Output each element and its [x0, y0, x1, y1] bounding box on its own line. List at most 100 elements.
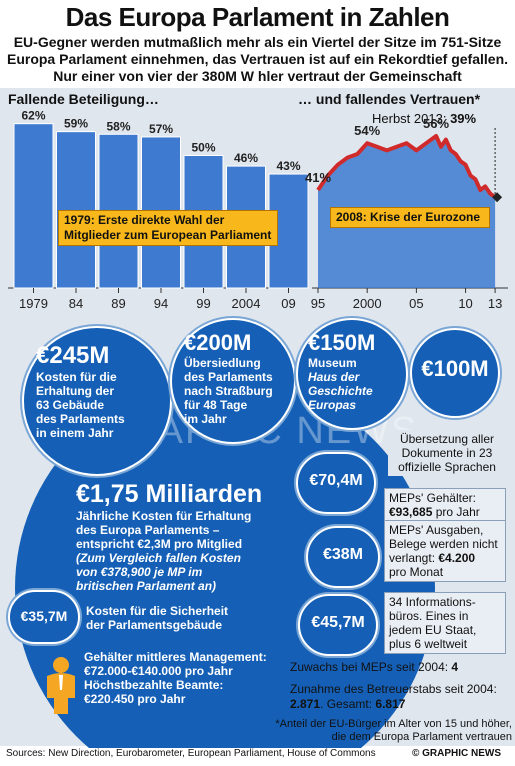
cost-circle-45m — [298, 594, 378, 656]
cost-38m-text-3: verlangt: — [389, 551, 436, 565]
cost-circle-150m — [296, 318, 408, 430]
cost-245m-text-5: in einem Jahr — [36, 426, 114, 440]
stats-line-2-mid: . Gesamt: — [320, 697, 373, 711]
line-chart-title: … und fallendes Vertrauen* — [298, 91, 481, 107]
cost-38m-bold: €4.200 — [438, 551, 476, 565]
stats-line-1: Zuwachs bei MEPs seit 2004: 4 — [290, 660, 510, 674]
cost-35m-text-1: Kosten für die Sicherheit — [86, 604, 229, 618]
line-tick-label: 95 — [311, 296, 325, 311]
cost-70m-text-1: MEPs' Gehälter: — [389, 491, 476, 505]
cost-70m-value: €70,4M — [309, 472, 363, 489]
cost-38m-box: MEPs' Ausgaben, Belege werden nicht verl… — [384, 520, 506, 582]
line-chart-subtitle-label: Herbst 2013: — [372, 111, 447, 126]
cost-70m-bold: €93,685 — [389, 505, 433, 519]
cost-150m-italic-3: Europas — [308, 398, 357, 412]
stats-line-2-label: Zunahme des Betreuerstabs seit 2004: — [290, 682, 497, 696]
cost-100m-text: Übersetzung aller Dokumente in 23 offizi… — [388, 430, 506, 476]
cost-200m-value: €200M — [184, 330, 252, 355]
bar-tick-label: 99 — [196, 296, 210, 311]
cost-150m-value: €150M — [308, 330, 376, 355]
cost-45m-box: 34 Informations- büros. Eines in jedem E… — [384, 592, 506, 654]
line-chart-annotation: 2008: Krise der Eurozone — [330, 207, 490, 228]
cost-38m-text-4: pro Monat — [389, 565, 444, 579]
line-tick-label: 05 — [409, 296, 423, 311]
salary-text-4: €220.450 pro Jahr — [84, 692, 186, 706]
stats-line-2-value-2: 6.817 — [375, 697, 406, 711]
line-value-label: 54% — [354, 123, 380, 138]
page-title: Das Europa Parlament in Zahlen — [65, 2, 450, 32]
main-cost-italic-1: (Zum Vergleich fallen Kosten — [76, 551, 241, 565]
cost-38m-text-2: Belege werden nicht — [389, 537, 498, 551]
cost-35m-text: Kosten für die Sicherheit der Parlaments… — [86, 604, 296, 632]
line-end-marker — [492, 192, 503, 203]
cost-35m-text-2: der Parlamentsgebäude — [86, 618, 223, 632]
bar-value-label: 59% — [64, 117, 88, 131]
salary-text-2: €72.000-€140.000 pro Jahr — [84, 664, 233, 678]
bar-value-label: 58% — [106, 119, 130, 133]
main-cost-text-1: Jährliche Kosten für Erhaltung — [76, 509, 252, 523]
cost-38m-text-1: MEPs' Ausgaben, — [389, 523, 484, 537]
cost-circle-245m — [22, 326, 172, 476]
line-series — [316, 134, 497, 199]
bar-value-label: 46% — [234, 151, 258, 165]
bar-tick-label: 84 — [69, 296, 83, 311]
cost-45m-text-2: büros. Eines in — [389, 609, 469, 623]
cost-200m-text-5: im Jahr — [184, 412, 227, 426]
line-tick-label: 2000 — [353, 296, 382, 311]
bar-tick-label: 09 — [281, 296, 295, 311]
cost-150m: €150M Museum Haus der Geschichte Europas — [308, 330, 406, 412]
main-cost-text-2: des Europa Parlaments – — [76, 523, 220, 537]
stats-line-1-label: Zuwachs bei MEPs seit 2004: — [290, 660, 449, 674]
bar-value-label: 57% — [149, 122, 173, 136]
line-chart-subtitle-value: 39% — [450, 111, 477, 126]
cost-200m-text-4: für 48 Tage — [184, 398, 248, 412]
main-cost: €1,75 Milliarden Jährliche Kosten für Er… — [76, 480, 306, 593]
cost-45m-text-3: jedem EU Staat, — [389, 623, 477, 637]
cost-245m-text-1: Kosten für die — [36, 370, 117, 384]
cost-45m-value: €45,7M — [311, 614, 365, 631]
line-value-label: 56% — [423, 116, 449, 131]
cost-circle-35m — [8, 590, 80, 644]
cost-circle-38m — [306, 526, 380, 588]
footnote-line-2: die dem Europa Parlament vertrauen — [331, 731, 512, 743]
cost-245m-text-4: des Parlaments — [36, 412, 125, 426]
line-chart-subtitle: Herbst 2013: 39% — [372, 111, 476, 126]
bar-chart-marks: 62% 1979 59% 84 58% 89 57% 94 50% 99 46% 2004 43% 09 — [8, 109, 309, 311]
bar-tick-label: 2004 — [232, 296, 261, 311]
line-chart: 41% 54% 56% 95 2000 05 10 13 — [305, 116, 508, 311]
main-cost-text-3: entspricht €2,3M pro Mitglied — [76, 537, 243, 551]
cost-100m-text-2: Dokumente in 23 — [401, 446, 493, 460]
bar-value-label: 62% — [21, 109, 45, 123]
stats-line-2: Zunahme des Betreuerstabs seit 2004: 2.8… — [290, 682, 512, 712]
cost-35m-value: €35,7M — [20, 608, 68, 624]
stats-line-2-value-1: 2.871 — [290, 697, 321, 711]
footnote: *Anteil der EU-Bürger im Alter von 15 un… — [256, 718, 512, 744]
cost-45m-text-1: 34 Informations- — [389, 595, 476, 609]
cost-150m-italic-1: Haus der — [308, 370, 360, 384]
line-value-label: 41% — [305, 170, 331, 185]
cost-200m: €200M Übersiedlung des Parlaments nach S… — [184, 330, 294, 426]
bar-tick-label: 1979 — [19, 296, 48, 311]
cost-245m: €245M Kosten für die Erhaltung der 63 Ge… — [36, 342, 166, 440]
bar-84 — [56, 131, 96, 289]
cost-45m-text-4: plus 6 weltweit — [389, 637, 468, 651]
stats-line-1-value: 4 — [451, 660, 459, 674]
cost-245m-value: €245M — [36, 342, 110, 369]
cost-200m-text-1: Übersiedlung — [184, 356, 261, 370]
sources: Sources: New Direction, Eurobarometer, E… — [6, 748, 376, 759]
cost-circle-100m — [410, 328, 500, 418]
cost-245m-text-2: Erhaltung der — [36, 384, 115, 398]
cost-circle-200m — [170, 318, 296, 444]
bar-value-label: 43% — [276, 159, 300, 173]
cost-circle-70m — [296, 452, 376, 514]
bar-tick-label: 89 — [111, 296, 125, 311]
cost-100m-value: €100M — [421, 356, 489, 381]
cost-100m-text-3: offizielle Sprachen — [398, 460, 496, 474]
bar-value-label: 50% — [191, 141, 215, 155]
main-cost-italic-3: britischen Parlament an) — [76, 579, 217, 593]
person-icon — [47, 657, 75, 714]
bar-chart-annotation: 1979: Erste direkte Wahl der Mitglieder … — [58, 210, 278, 246]
bar-tick-label: 94 — [154, 296, 168, 311]
cost-150m-text-1: Museum — [308, 356, 357, 370]
